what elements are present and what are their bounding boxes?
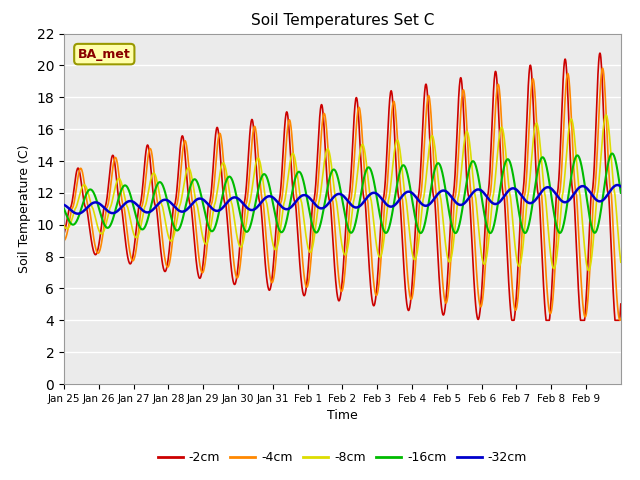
Y-axis label: Soil Temperature (C): Soil Temperature (C) — [18, 144, 31, 273]
Text: BA_met: BA_met — [78, 48, 131, 60]
Title: Soil Temperatures Set C: Soil Temperatures Set C — [251, 13, 434, 28]
Legend: -2cm, -4cm, -8cm, -16cm, -32cm: -2cm, -4cm, -8cm, -16cm, -32cm — [152, 446, 532, 469]
X-axis label: Time: Time — [327, 409, 358, 422]
